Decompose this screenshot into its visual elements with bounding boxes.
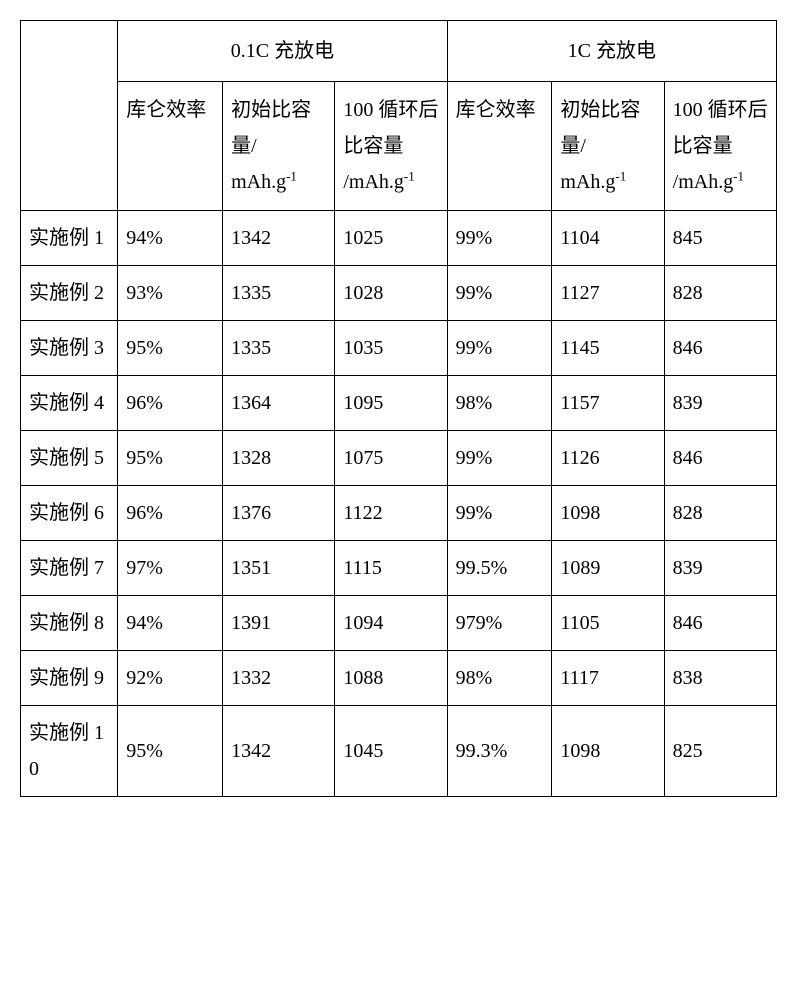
table-row: 实施例 696%1376112299%1098828 <box>21 486 777 541</box>
col-header-cycle100-1c: 100 循环后比容量 /mAh.g-1 <box>664 82 776 211</box>
cell: 828 <box>664 266 776 321</box>
table-row: 实施例 1095%1342104599.3%1098825 <box>21 706 777 797</box>
group-header-01c: 0.1C 充放电 <box>118 21 447 82</box>
row-label: 实施例 7 <box>21 541 118 596</box>
row-label: 实施例 3 <box>21 321 118 376</box>
cell: 1115 <box>335 541 447 596</box>
cell: 95% <box>118 321 223 376</box>
row-label: 实施例 1 <box>21 211 118 266</box>
corner-cell <box>21 21 118 211</box>
cell: 99% <box>447 266 552 321</box>
cell: 979% <box>447 596 552 651</box>
cell: 96% <box>118 376 223 431</box>
row-label: 实施例 8 <box>21 596 118 651</box>
table-row: 实施例 395%1335103599%1145846 <box>21 321 777 376</box>
cell: 96% <box>118 486 223 541</box>
cell: 95% <box>118 706 223 797</box>
cell: 846 <box>664 431 776 486</box>
cell: 1391 <box>223 596 335 651</box>
table-row: 实施例 194%1342102599%1104845 <box>21 211 777 266</box>
sub-header-row: 库仑效率 初始比容量/ mAh.g-1 100 循环后比容量 /mAh.g-1 … <box>21 82 777 211</box>
cell: 1351 <box>223 541 335 596</box>
cell: 95% <box>118 431 223 486</box>
cell: 1332 <box>223 651 335 706</box>
table-body: 实施例 194%1342102599%1104845实施例 293%133510… <box>21 211 777 797</box>
cell: 1088 <box>335 651 447 706</box>
cell: 1025 <box>335 211 447 266</box>
cell: 839 <box>664 541 776 596</box>
data-table: 0.1C 充放电 1C 充放电 库仑效率 初始比容量/ mAh.g-1 100 … <box>20 20 777 797</box>
cell: 839 <box>664 376 776 431</box>
cell: 1104 <box>552 211 664 266</box>
table-row: 实施例 894%13911094979%1105846 <box>21 596 777 651</box>
cell: 1145 <box>552 321 664 376</box>
cell: 1105 <box>552 596 664 651</box>
group-header-row: 0.1C 充放电 1C 充放电 <box>21 21 777 82</box>
table-row: 实施例 797%1351111599.5%1089839 <box>21 541 777 596</box>
cell: 99% <box>447 211 552 266</box>
cell: 1098 <box>552 706 664 797</box>
row-label: 实施例 9 <box>21 651 118 706</box>
cell: 1335 <box>223 321 335 376</box>
cell: 94% <box>118 596 223 651</box>
col-header-cycle100-01c: 100 循环后比容量 /mAh.g-1 <box>335 82 447 211</box>
row-label: 实施例 5 <box>21 431 118 486</box>
col-header-coulombic-1c: 库仑效率 <box>447 82 552 211</box>
cell: 1075 <box>335 431 447 486</box>
cell: 93% <box>118 266 223 321</box>
cell: 1157 <box>552 376 664 431</box>
cell: 828 <box>664 486 776 541</box>
col-header-initial-1c: 初始比容量/ mAh.g-1 <box>552 82 664 211</box>
cell: 1095 <box>335 376 447 431</box>
row-label: 实施例 2 <box>21 266 118 321</box>
cell: 1028 <box>335 266 447 321</box>
cell: 1328 <box>223 431 335 486</box>
cell: 98% <box>447 651 552 706</box>
cell: 1089 <box>552 541 664 596</box>
cell: 846 <box>664 596 776 651</box>
cell: 1098 <box>552 486 664 541</box>
cell: 1376 <box>223 486 335 541</box>
table-row: 实施例 496%1364109598%1157839 <box>21 376 777 431</box>
cell: 1117 <box>552 651 664 706</box>
cell: 92% <box>118 651 223 706</box>
row-label: 实施例 10 <box>21 706 118 797</box>
cell: 846 <box>664 321 776 376</box>
cell: 825 <box>664 706 776 797</box>
cell: 1126 <box>552 431 664 486</box>
table-row: 实施例 293%1335102899%1127828 <box>21 266 777 321</box>
cell: 99% <box>447 321 552 376</box>
cell: 1035 <box>335 321 447 376</box>
cell: 99.5% <box>447 541 552 596</box>
cell: 1342 <box>223 211 335 266</box>
col-header-coulombic-01c: 库仑效率 <box>118 82 223 211</box>
cell: 98% <box>447 376 552 431</box>
cell: 1342 <box>223 706 335 797</box>
cell: 1045 <box>335 706 447 797</box>
row-label: 实施例 4 <box>21 376 118 431</box>
row-label: 实施例 6 <box>21 486 118 541</box>
cell: 1122 <box>335 486 447 541</box>
cell: 845 <box>664 211 776 266</box>
cell: 1364 <box>223 376 335 431</box>
cell: 1127 <box>552 266 664 321</box>
table-row: 实施例 595%1328107599%1126846 <box>21 431 777 486</box>
cell: 838 <box>664 651 776 706</box>
cell: 99% <box>447 431 552 486</box>
col-header-initial-01c: 初始比容量/ mAh.g-1 <box>223 82 335 211</box>
table-row: 实施例 992%1332108898%1117838 <box>21 651 777 706</box>
cell: 94% <box>118 211 223 266</box>
cell: 1335 <box>223 266 335 321</box>
cell: 97% <box>118 541 223 596</box>
cell: 99% <box>447 486 552 541</box>
cell: 99.3% <box>447 706 552 797</box>
cell: 1094 <box>335 596 447 651</box>
group-header-1c: 1C 充放电 <box>447 21 776 82</box>
